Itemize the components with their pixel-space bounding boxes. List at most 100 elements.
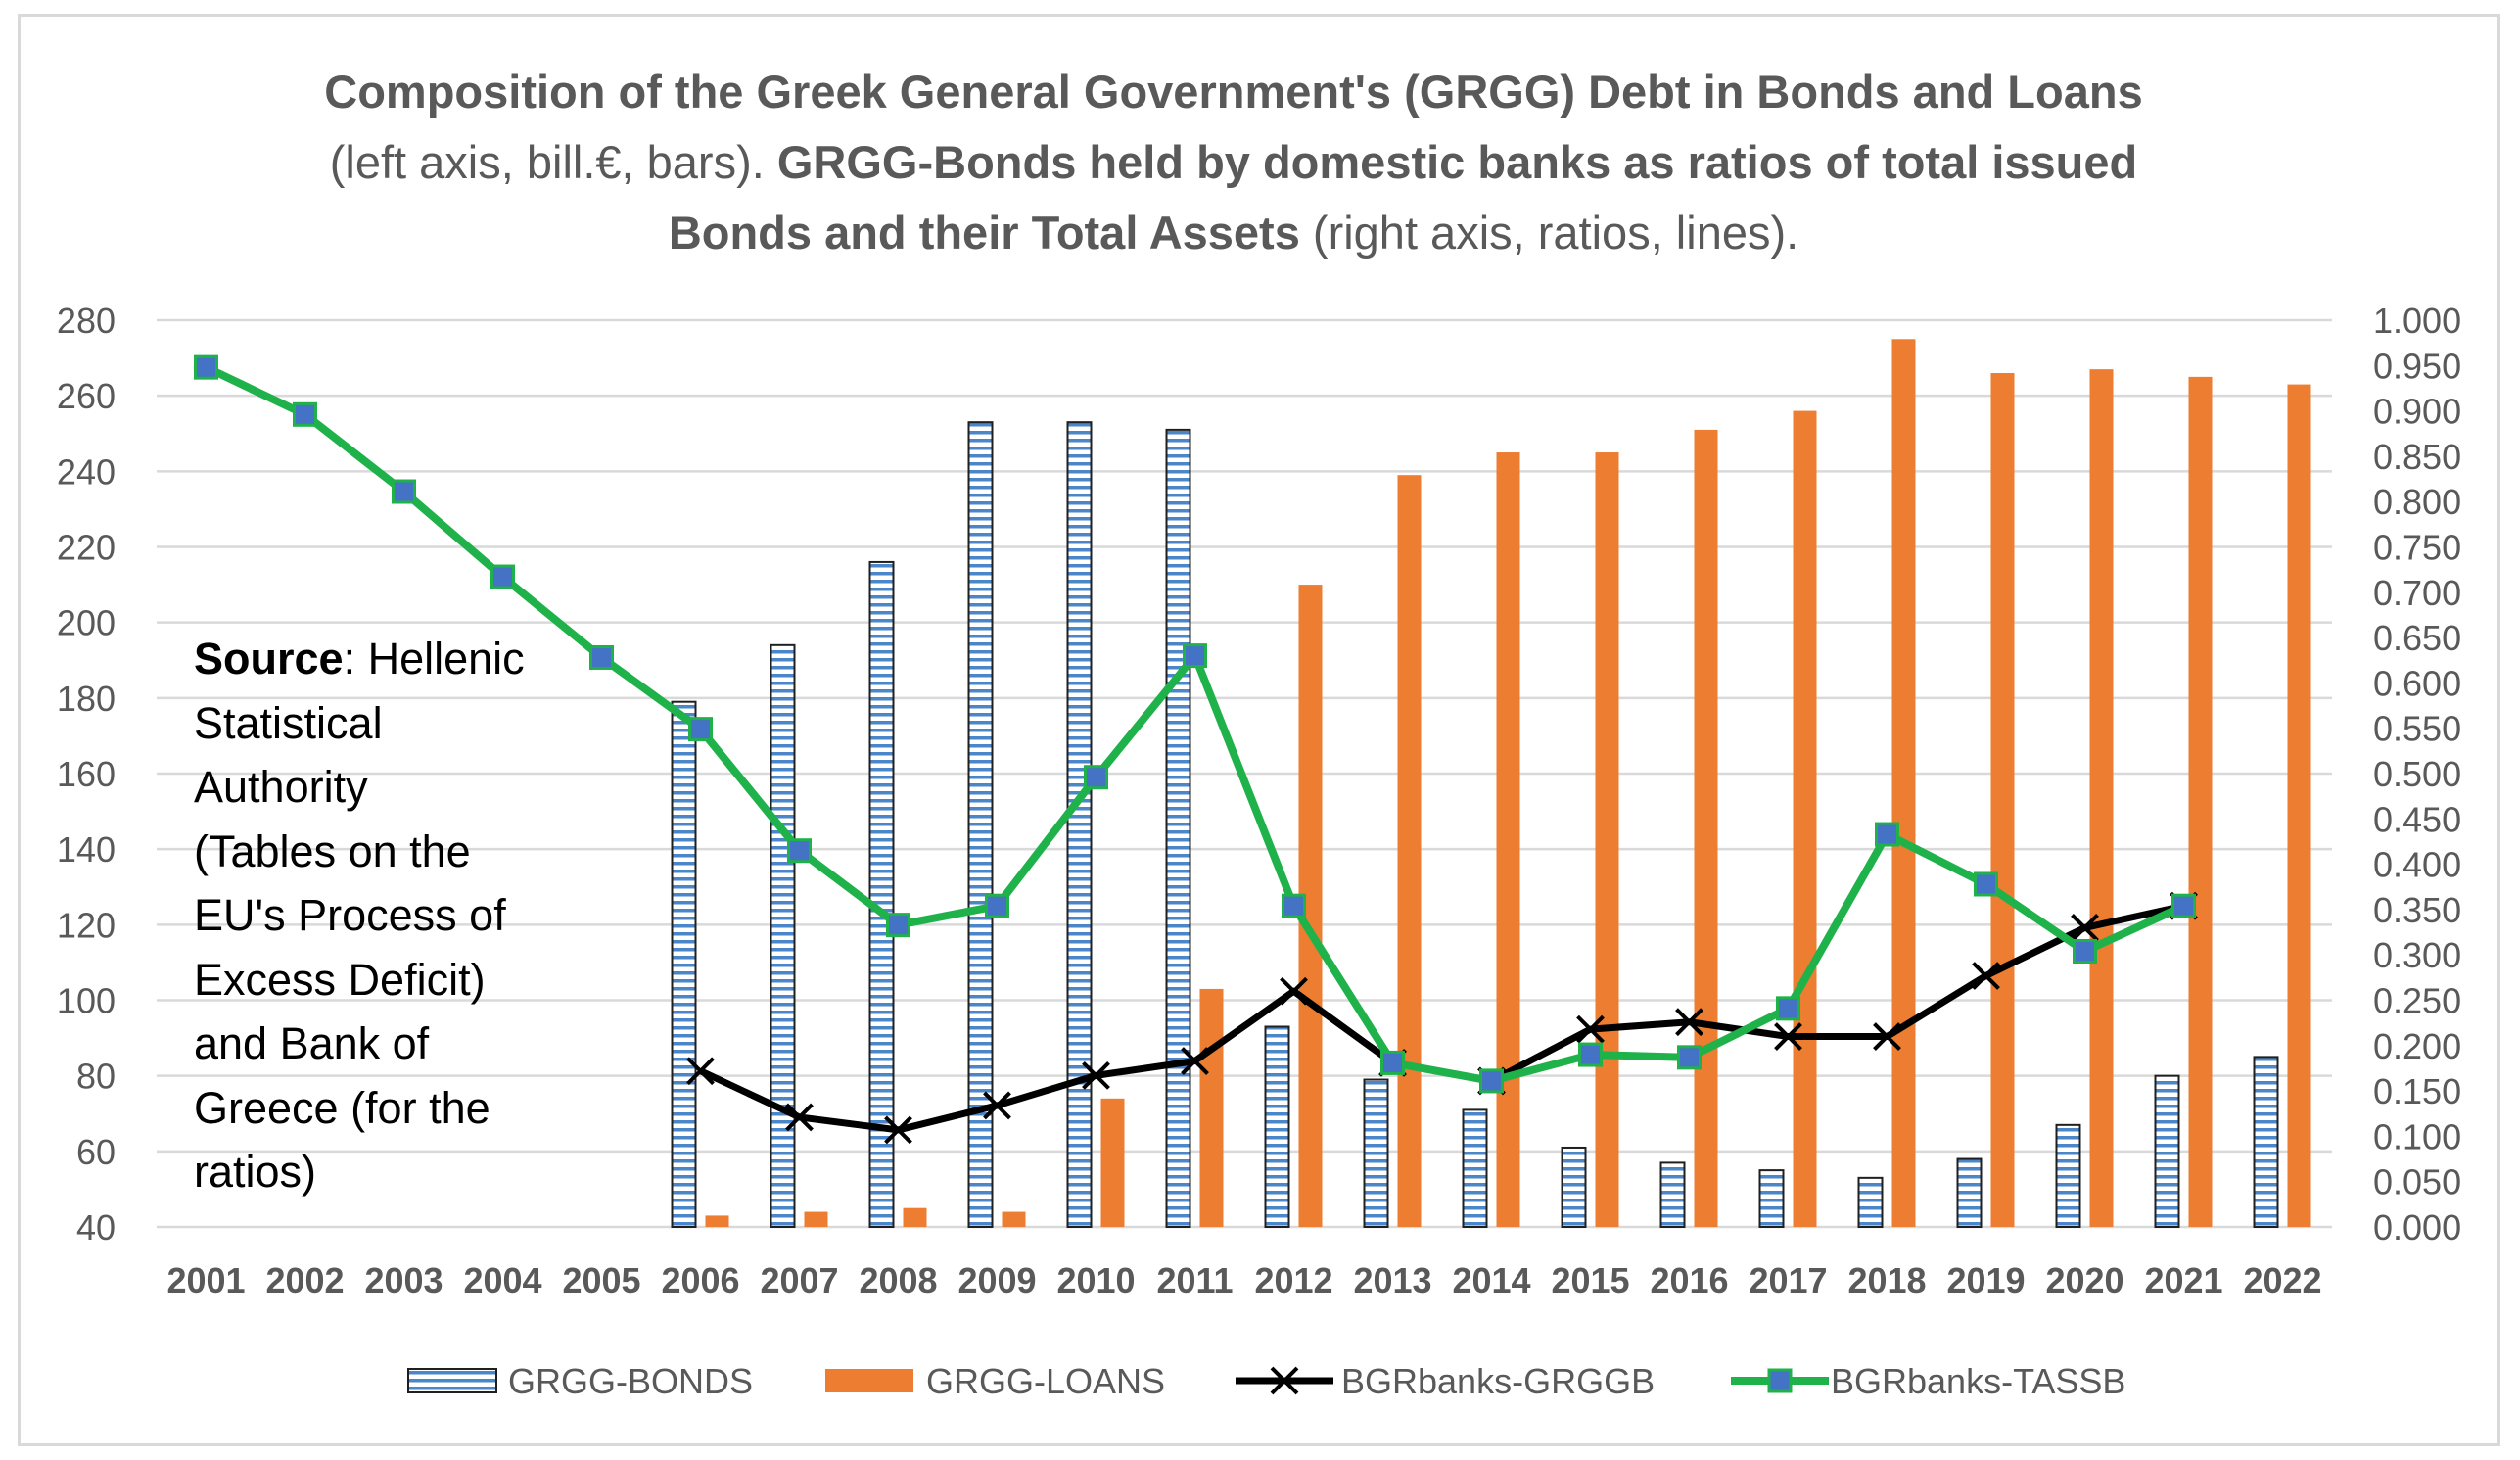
loans-bar xyxy=(1793,410,1817,1228)
title-line1: Composition of the Greek General Governm… xyxy=(324,66,2143,118)
bonds-bar xyxy=(2154,1074,2180,1228)
tassb-marker xyxy=(1282,893,1306,918)
bonds-bar xyxy=(2253,1056,2279,1228)
tassb-marker xyxy=(985,893,1009,918)
tassb-marker xyxy=(2171,893,2196,918)
x-tick-label: 2018 xyxy=(1847,1260,1926,1300)
tassb-marker xyxy=(1776,996,1800,1021)
left-tick-label: 280 xyxy=(57,301,116,341)
source-line: Greece (for the xyxy=(194,1082,490,1133)
grggb-marker xyxy=(785,1103,814,1132)
bonds-bar xyxy=(1165,428,1191,1228)
loans-bar xyxy=(1595,452,1619,1228)
loans-bar xyxy=(1990,373,2015,1227)
source-line: ratios) xyxy=(194,1147,317,1197)
source-line: (Tables on the xyxy=(194,825,471,876)
grggb-marker xyxy=(2071,914,2099,942)
loans-bar xyxy=(1496,452,1520,1228)
right-tick-label: 0.500 xyxy=(2373,754,2461,794)
legend-tassb-marker xyxy=(1767,1368,1793,1393)
right-tick-label: 0.700 xyxy=(2373,573,2461,613)
x-tick-label: 2011 xyxy=(1156,1260,1233,1300)
bonds-bar xyxy=(1758,1169,1785,1228)
source-line: : Hellenic xyxy=(343,634,525,683)
grggb-marker xyxy=(1181,1047,1209,1075)
legend-tassb-label: BGRbanks-TASSB xyxy=(1831,1361,2125,1401)
x-marker-stroke xyxy=(785,1103,814,1132)
x-marker-stroke xyxy=(983,1091,1011,1120)
right-tick-label: 0.600 xyxy=(2373,663,2461,703)
right-tick-label: 1.000 xyxy=(2373,301,2461,341)
source-line: Authority xyxy=(194,762,368,812)
bonds-bar xyxy=(1857,1176,1884,1229)
tassb-marker xyxy=(589,644,614,670)
x-tick-label: 2021 xyxy=(2144,1260,2222,1300)
x-marker-stroke xyxy=(2071,914,2099,942)
left-tick-label: 140 xyxy=(57,829,116,870)
right-tick-label: 0.350 xyxy=(2373,890,2461,930)
tassb-marker xyxy=(2073,938,2097,964)
x-marker-stroke xyxy=(1280,976,1308,1006)
grggb-marker xyxy=(1972,962,2000,990)
chart-frame xyxy=(18,14,2500,1446)
loans-bar xyxy=(903,1207,927,1227)
legend-loans-swatch xyxy=(825,1369,913,1392)
grggb-marker xyxy=(1873,1022,1901,1051)
tassb-marker xyxy=(293,401,317,427)
x-marker-stroke xyxy=(1873,1022,1901,1051)
x-tick-label: 2022 xyxy=(2243,1260,2321,1300)
tassb-marker xyxy=(1974,871,1998,897)
source-note: Source: Hellenic Statistical Authority (… xyxy=(194,627,566,1204)
x-tick-label: 2013 xyxy=(1353,1260,1431,1300)
x-tick-label: 2012 xyxy=(1254,1260,1332,1300)
grggb-marker xyxy=(1774,1022,1802,1051)
right-axis-ticks: 0.000 0.050 0.100 0.150 0.200 0.250 0.300 0.350… xyxy=(2373,301,2461,1248)
x-axis-ticks: 2001 2002 2003 2004 2005 2006 2007 2008 2009 2010… xyxy=(166,1260,2321,1300)
right-tick-label: 0.200 xyxy=(2373,1026,2461,1066)
right-tick-label: 0.900 xyxy=(2373,392,2461,432)
bonds-bar xyxy=(1462,1108,1488,1229)
x-tick-label: 2007 xyxy=(760,1260,838,1300)
tassb-marker xyxy=(194,354,218,380)
legend-bonds-label: GRGG-BONDS xyxy=(508,1361,753,1401)
tassb-marker xyxy=(1875,822,1899,847)
bonds-bar xyxy=(1066,421,1093,1228)
x-tick-label: 2016 xyxy=(1650,1260,1728,1300)
x-tick-label: 2009 xyxy=(957,1260,1036,1300)
grggb-marker xyxy=(983,1091,1011,1120)
legend-grggb-label: BGRbanks-GRGGB xyxy=(1341,1361,1655,1401)
grggb-marker xyxy=(1280,976,1308,1006)
bonds-bar xyxy=(770,643,796,1228)
loans-bar xyxy=(1694,429,1718,1227)
tassb-marker xyxy=(1479,1068,1504,1094)
tassb-marker xyxy=(1677,1045,1702,1070)
left-tick-label: 120 xyxy=(57,905,116,945)
left-tick-label: 240 xyxy=(57,451,116,492)
grggb-marker xyxy=(1576,1014,1605,1044)
bonds-bar xyxy=(2055,1123,2081,1228)
tassb-marker xyxy=(1084,765,1108,790)
bonds-bar xyxy=(1659,1161,1686,1228)
grggb-line xyxy=(699,902,2185,1134)
right-tick-label: 0.450 xyxy=(2373,799,2461,839)
left-tick-label: 200 xyxy=(57,603,116,643)
loans-bar xyxy=(1100,1098,1125,1227)
right-tick-label: 0.400 xyxy=(2373,845,2461,885)
legend: GRGG-BONDS GRGG-LOANS BGRbanks-GRGGB BGRban… xyxy=(407,1361,2125,1401)
loans-bar xyxy=(705,1215,729,1227)
right-tick-label: 0.250 xyxy=(2373,981,2461,1021)
x-tick-label: 2003 xyxy=(364,1260,443,1300)
x-tick-label: 2001 xyxy=(166,1260,245,1300)
bonds-bar xyxy=(1956,1157,1983,1229)
right-tick-label: 0.950 xyxy=(2373,346,2461,386)
x-marker-stroke xyxy=(1576,1014,1605,1044)
x-tick-label: 2010 xyxy=(1056,1260,1135,1300)
legend-grggb-marker xyxy=(1270,1366,1299,1395)
x-tick-label: 2017 xyxy=(1749,1260,1827,1300)
bonds-bar xyxy=(671,700,697,1228)
tassb-marker xyxy=(886,913,910,938)
loans-bar xyxy=(2089,369,2114,1227)
lines xyxy=(194,354,2198,1145)
source-line: Statistical xyxy=(194,697,383,748)
